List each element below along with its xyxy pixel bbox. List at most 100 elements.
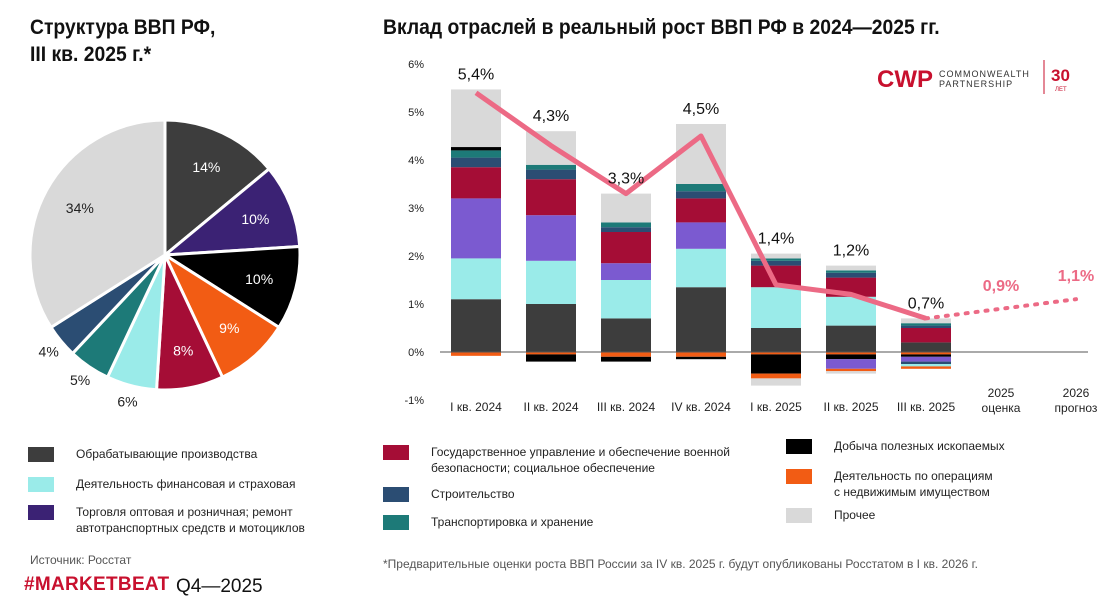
pie-label-manufacturing: 14% <box>192 159 220 175</box>
pie-slice-other <box>28 118 167 330</box>
growth-data-label: 5,4% <box>458 66 494 83</box>
bar-segment-neg-other_neg <box>826 371 876 374</box>
bar-segment-neg-realestate <box>526 352 576 355</box>
legend-construction: Строительство <box>383 486 515 502</box>
legend-trade: Торговля оптовая и розничная; ремонт авт… <box>28 504 305 536</box>
y-tick-label: -1% <box>404 395 424 407</box>
legend-swatch <box>28 447 54 462</box>
quarter-label: Q4—2025 <box>176 576 263 597</box>
logo-years: 30 <box>1051 66 1070 85</box>
bar-segment-transport <box>826 270 876 273</box>
bar-segment-neg-mining <box>901 354 951 357</box>
marketbeat-brand: #MARKETBEAT <box>24 574 170 595</box>
bar-segment-neg-realestate <box>601 352 651 357</box>
bar-segment-neg-mining <box>526 354 576 362</box>
bar-segment-transport <box>751 258 801 261</box>
logo-graphic: CWP COMMONWEALTH PARTNERSHIP 30 ЛЕТ <box>877 60 1070 94</box>
bar-segment-manufacturing <box>901 342 951 352</box>
bar-segment-manufacturing <box>451 299 501 352</box>
pie-label-construction: 4% <box>39 343 59 359</box>
logo-line1: COMMONWEALTH <box>939 69 1030 79</box>
bar-segment-finance <box>451 258 501 300</box>
legend-realestate: Деятельность по операциям с недвижимым и… <box>786 468 993 500</box>
bar-segment-government <box>601 232 651 264</box>
x-tick-label: II кв. 2024 <box>524 400 579 414</box>
x-tick-label: III кв. 2025 <box>897 400 956 414</box>
legend-label: Транспортировка и хранение <box>431 515 594 529</box>
bar-segment-transport <box>601 222 651 228</box>
x-tick-label: I кв. 2024 <box>450 400 502 414</box>
bar-segment-neg-other_neg <box>751 378 801 386</box>
logo-mark: CWP <box>877 66 933 93</box>
bar-segment-neg-realestate2 <box>826 368 876 372</box>
legend-label: Прочее <box>834 508 876 522</box>
bar-segment-transport <box>526 164 576 170</box>
bar-segment-transport <box>676 184 726 192</box>
bar-segment-trade <box>601 263 651 280</box>
x-tick-label: III кв. 2024 <box>597 400 656 414</box>
bar-segment-neg-mining <box>601 356 651 362</box>
legend-label: Обрабатывающие производства <box>76 447 258 461</box>
bar-segment-neg-trade <box>826 359 876 369</box>
legend-other: Прочее <box>786 507 875 523</box>
bar-segment-other <box>901 318 951 324</box>
pie-chart: 14% 10% 10% 9% 8% 6% 5% 4% 34% <box>28 118 302 409</box>
legend-swatch <box>28 477 54 492</box>
bar-segment-neg-mining <box>751 354 801 374</box>
pie-label-trade: 10% <box>241 211 269 227</box>
bar-segment-neg-realestate <box>451 352 501 356</box>
bar-segment-other <box>826 265 876 271</box>
bar-segment-manufacturing <box>751 328 801 352</box>
legend-label-line2: безопасности; социальное обеспечение <box>431 461 655 475</box>
legend-mining: Добыча полезных ископаемых <box>786 438 1005 454</box>
bar-segment-neg-realestate <box>826 352 876 355</box>
legend-label-line1: Торговля оптовая и розничная; ремонт <box>76 505 293 519</box>
bar-segment-construction <box>451 157 501 168</box>
legend-swatch <box>28 505 54 520</box>
x-tick-label: оценка <box>982 401 1021 415</box>
bar-segment-finance <box>751 287 801 328</box>
y-tick-label: 6% <box>408 59 424 71</box>
bar-segment-construction <box>901 325 951 328</box>
bar-segment-finance <box>526 260 576 304</box>
pie-label-transport: 5% <box>70 372 90 388</box>
bar-segment-neg-mining <box>676 356 726 360</box>
growth-data-label: 0,7% <box>908 295 944 312</box>
bar-segment-neg-trade <box>901 356 951 362</box>
bar-segment-government <box>751 265 801 288</box>
y-tick-label: 5% <box>408 107 424 119</box>
pie-label-government: 8% <box>173 342 193 358</box>
pie-title-line2: III кв. 2025 г.* <box>30 43 152 66</box>
bar-segment-transport <box>901 323 951 326</box>
bar-segment-neg-mining <box>826 354 876 360</box>
legend-manufacturing: Обрабатывающие производства <box>28 446 257 462</box>
gdp-growth-line <box>474 90 927 321</box>
footnote: *Предварительные оценки роста ВВП России… <box>383 557 978 571</box>
y-tick-label: 1% <box>408 299 424 311</box>
legend-government: Государственное управление и обеспечение… <box>383 444 730 476</box>
x-tick-label: IV кв. 2024 <box>671 400 731 414</box>
legend-swatch <box>383 487 409 502</box>
bar-segment-government <box>901 328 951 343</box>
pie-slice-mining <box>160 244 302 330</box>
legend-swatch <box>786 439 812 454</box>
forecast-line <box>924 297 1078 321</box>
growth-data-label: 4,5% <box>683 101 719 118</box>
y-tick-label: 4% <box>408 155 424 167</box>
legend-transport: Транспортировка и хранение <box>383 514 593 530</box>
bar-chart: 6% 5% 4% 3% 2% 1% 0% -1% I кв. 2024 II кв. 2024 II… <box>404 59 1098 415</box>
legend-label: Деятельность по операциям с недвижимым и… <box>834 468 993 500</box>
bar-segment-manufacturing <box>526 304 576 352</box>
x-tick-label: прогноз <box>1055 401 1098 415</box>
x-tick-label: I кв. 2025 <box>750 400 802 414</box>
bar-segment-trade <box>526 215 576 261</box>
bar-segment-transport <box>451 150 501 158</box>
growth-data-label: 1,2% <box>833 243 869 260</box>
legend-finance: Деятельность финансовая и страховая <box>28 476 295 492</box>
legend-swatch <box>383 445 409 460</box>
bar-segment-manufacturing <box>826 325 876 352</box>
bar-segment-manufacturing <box>601 318 651 352</box>
y-tick-label: 3% <box>408 203 424 215</box>
legend-label-line1: Государственное управление и обеспечение… <box>431 445 731 459</box>
pie-slice-manufacturing <box>163 118 272 259</box>
